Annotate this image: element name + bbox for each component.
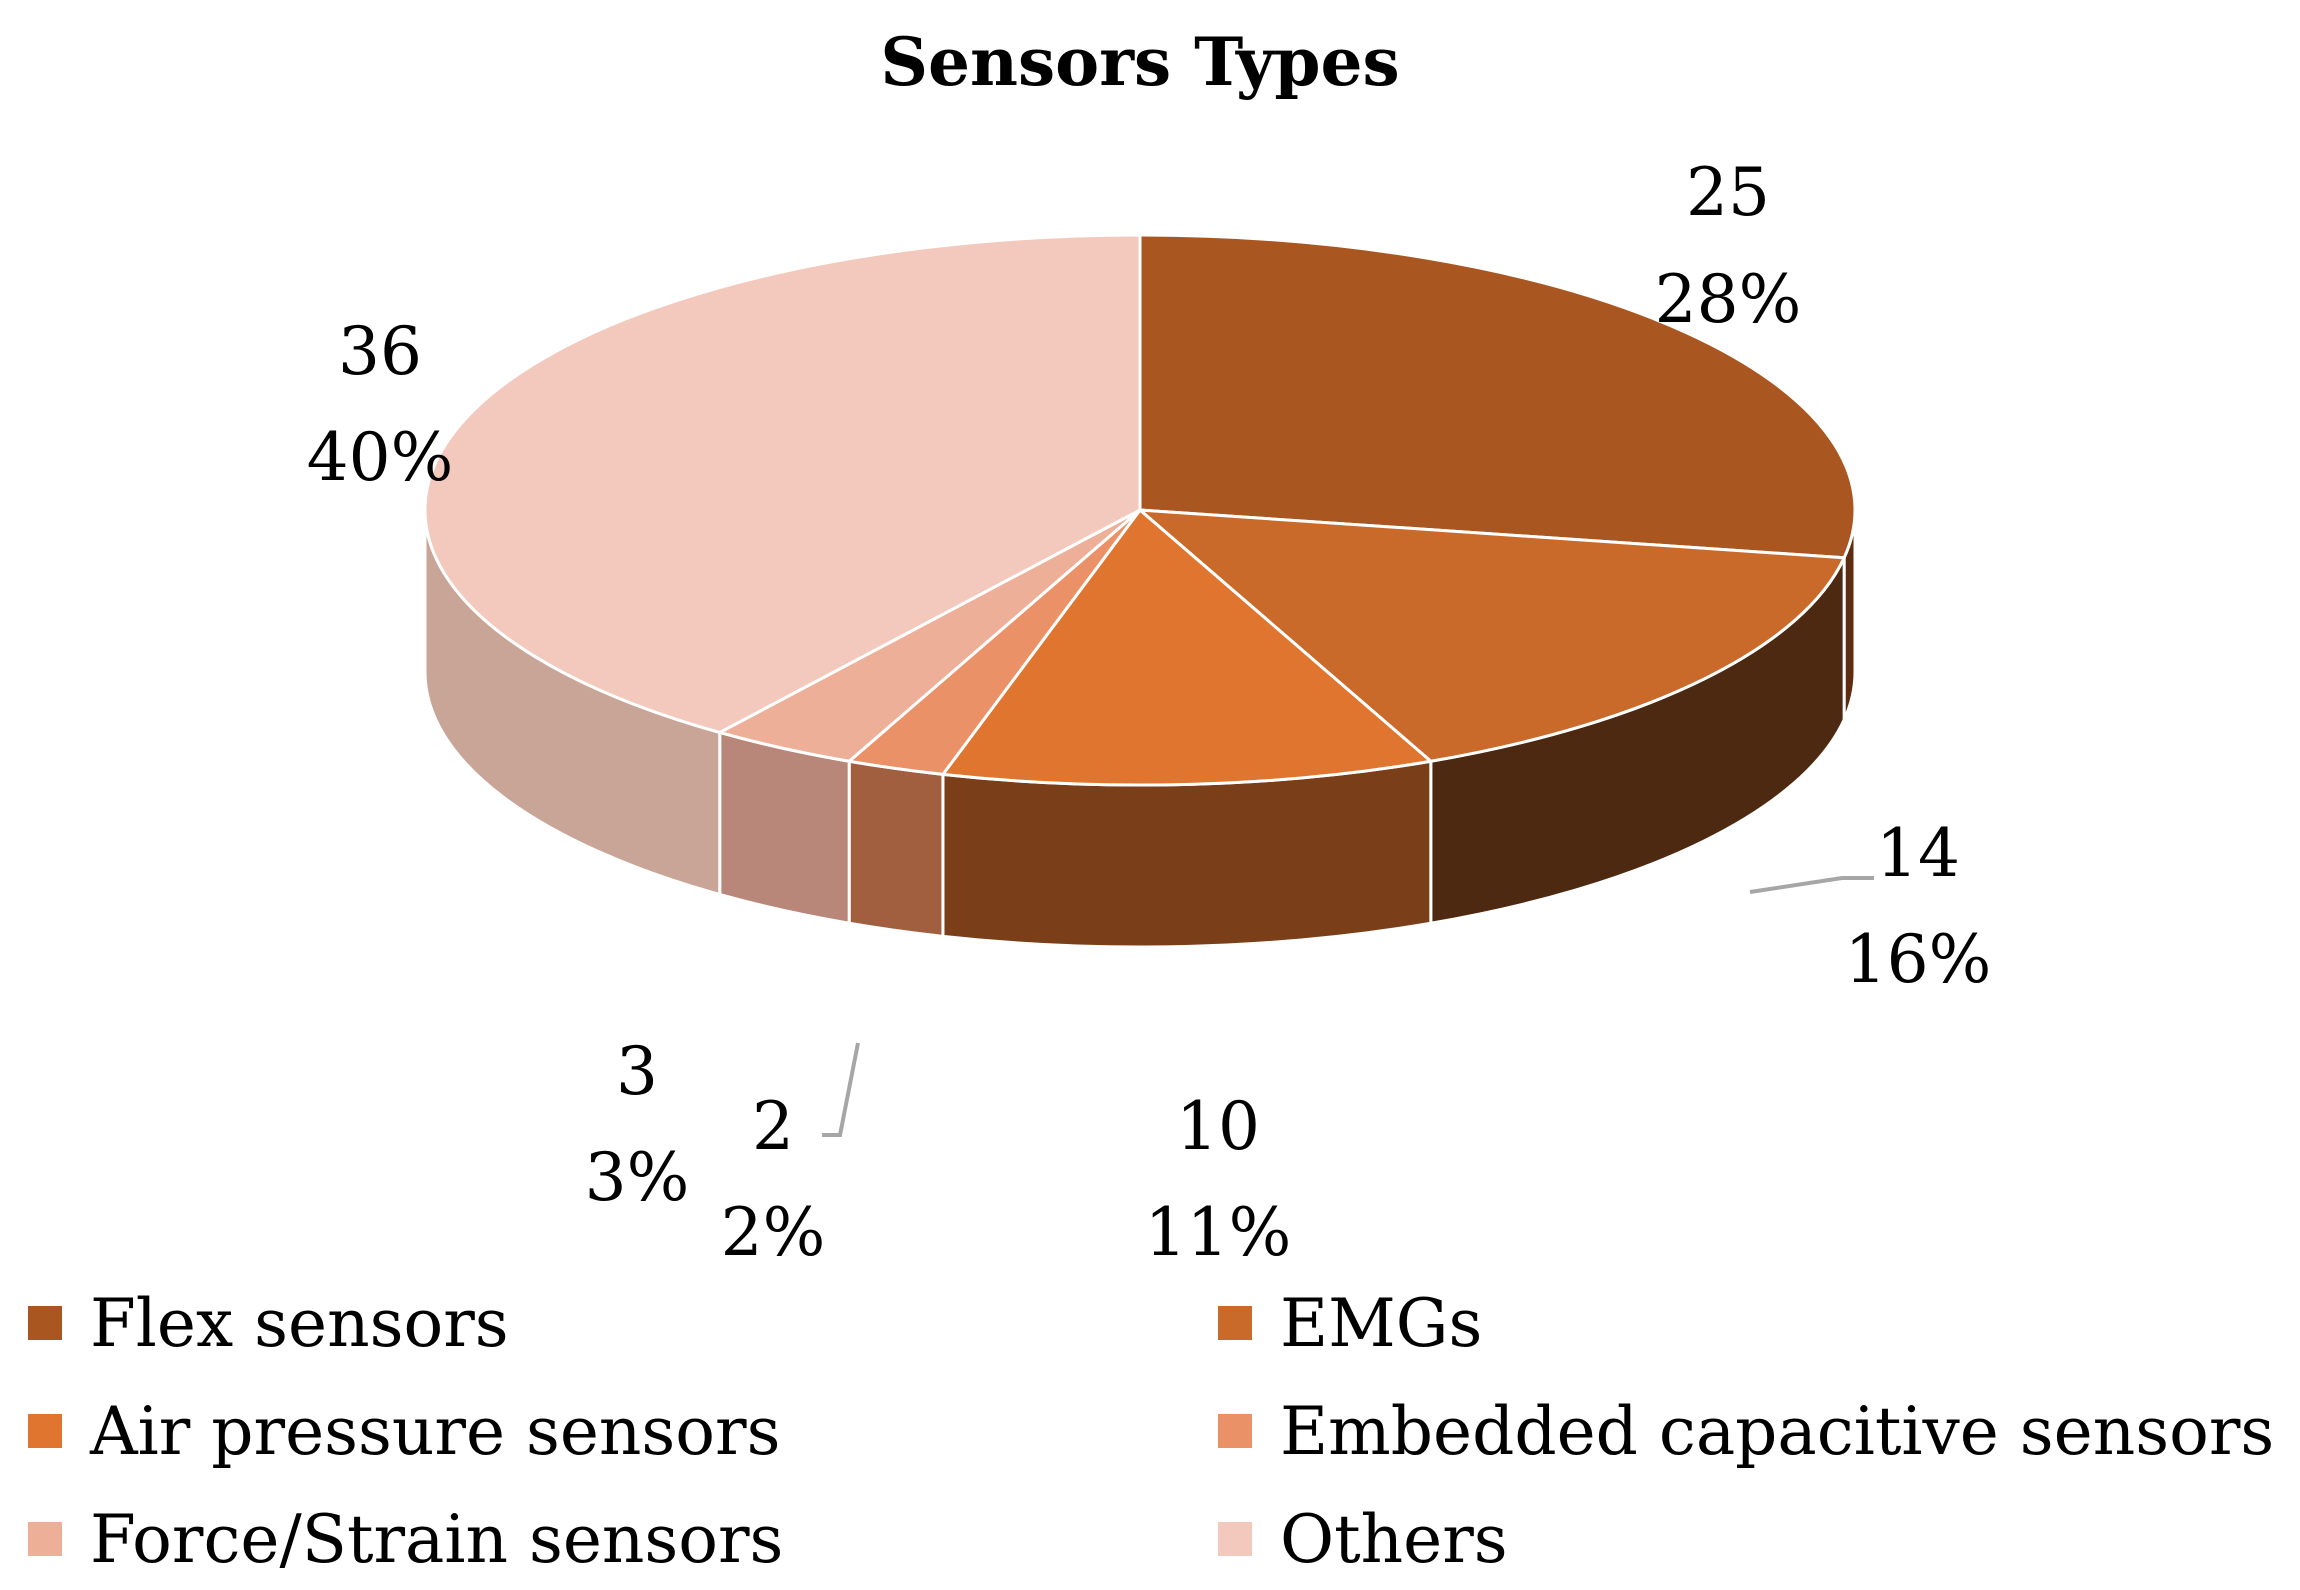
- legend-item-emgs: EMGs: [1218, 1285, 1482, 1362]
- legend-label: Flex sensors: [90, 1285, 509, 1362]
- pie-slice-air-pressure-sensors: [941, 508, 1433, 787]
- data-label-value: 2: [752, 1088, 794, 1165]
- data-label-percent: 3%: [585, 1139, 690, 1216]
- legend-item-air-pressure-sensors: Air pressure sensors: [28, 1393, 780, 1470]
- pie-side-air-pressure-sensors: [941, 759, 1433, 949]
- data-label-percent: 40%: [307, 419, 454, 496]
- data-label-percent: 11%: [1145, 1194, 1292, 1271]
- data-label-value: 36: [338, 313, 422, 390]
- chart-title: Sensors Types: [880, 23, 1399, 101]
- legend-swatch: [28, 1522, 62, 1556]
- pie-slice-others: [423, 233, 1142, 734]
- legend-swatch: [28, 1414, 62, 1448]
- data-label-percent: 28%: [1655, 261, 1802, 338]
- legend-label: Others: [1280, 1501, 1508, 1578]
- legend-swatch: [1218, 1306, 1252, 1340]
- data-label-percent: 2%: [721, 1194, 826, 1271]
- data-label-value: 10: [1176, 1088, 1260, 1165]
- legend-item-others: Others: [1218, 1501, 1508, 1578]
- legend-label: EMGs: [1280, 1285, 1482, 1362]
- legend: Flex sensors EMGs Air pressure sensors Embe…: [28, 1285, 2274, 1578]
- legend-item-force-strain-sensors: Force/Strain sensors: [28, 1501, 783, 1578]
- legend-swatch: [28, 1306, 62, 1340]
- legend-item-embedded-capacitive-sensors: Embedded capacitive sensors: [1218, 1393, 2274, 1470]
- pie-slice-flex-sensors: [1138, 233, 1857, 560]
- pie-slice-emgs: [1138, 508, 1846, 763]
- data-label-value: 25: [1686, 154, 1770, 231]
- legend-label: Air pressure sensors: [89, 1393, 780, 1470]
- pie-sides: [423, 509, 1857, 949]
- pie-tops: [423, 233, 1857, 787]
- data-label-force-strain-sensors: 33%: [585, 1033, 690, 1216]
- data-label-percent: 16%: [1845, 921, 1992, 998]
- data-label-value: 3: [616, 1033, 658, 1110]
- leader-lines: [822, 876, 1874, 1137]
- leader-line-emgs: [1749, 876, 1874, 894]
- legend-item-flex-sensors: Flex sensors: [28, 1285, 509, 1362]
- leader-line-embedded-capacitive-sensors: [822, 1042, 860, 1137]
- pie-side-embedded-capacitive-sensors: [847, 759, 945, 939]
- data-label-embedded-capacitive-sensors: 22%: [721, 1088, 826, 1271]
- pie-side-force-strain-sensors: [718, 730, 851, 926]
- legend-label: Force/Strain sensors: [90, 1501, 783, 1578]
- legend-swatch: [1218, 1522, 1252, 1556]
- legend-label: Embedded capacitive sensors: [1280, 1393, 2274, 1470]
- data-label-value: 14: [1876, 815, 1960, 892]
- legend-swatch: [1218, 1414, 1252, 1448]
